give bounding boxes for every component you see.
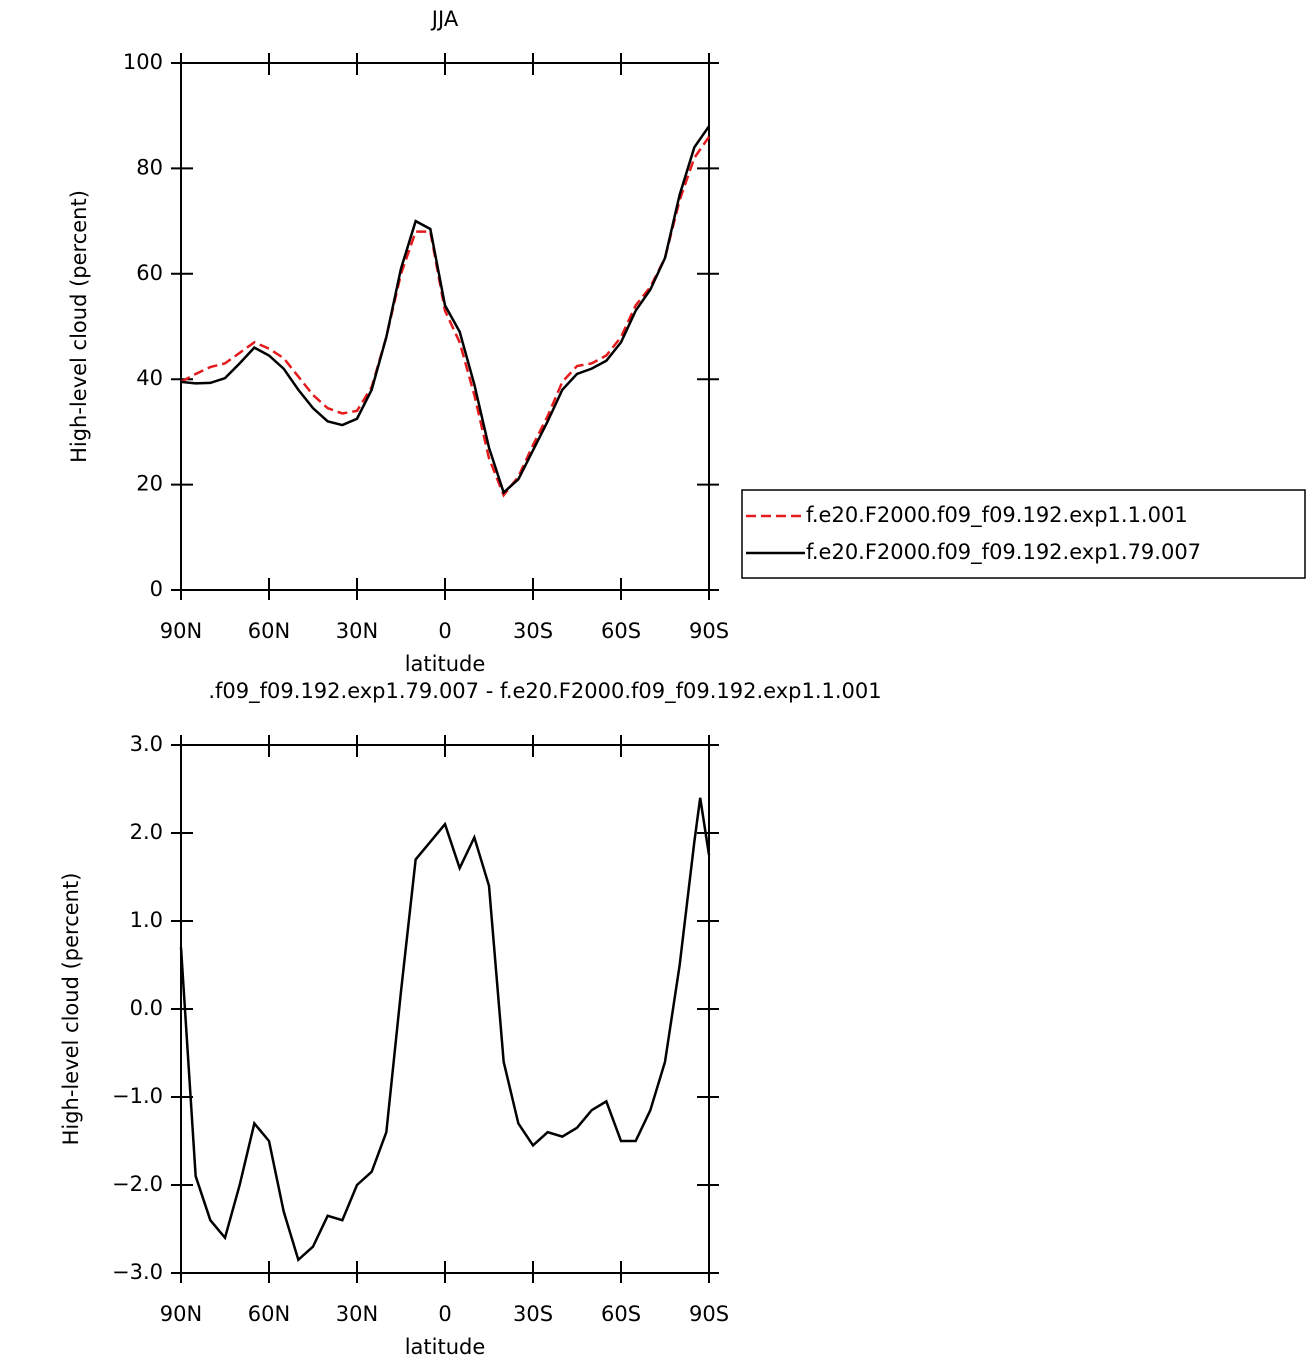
y-tick-label: 20	[136, 472, 163, 496]
legend-label: f.e20.F2000.f09_f09.192.exp1.1.001	[806, 503, 1188, 528]
plot-frame	[180, 744, 710, 1274]
x-tick-label: 60N	[248, 1302, 290, 1326]
x-axis-label: latitude	[405, 652, 486, 676]
y-tick-label: 60	[136, 261, 163, 285]
x-tick-label: 60N	[248, 619, 290, 643]
x-tick-label: 30S	[513, 1302, 553, 1326]
y-tick-label: 0	[150, 577, 163, 601]
x-tick-label: 60S	[601, 619, 641, 643]
x-tick-label: 30N	[336, 619, 378, 643]
x-tick-label: 30N	[336, 1302, 378, 1326]
x-tick-label: 60S	[601, 1302, 641, 1326]
x-tick-label: 90S	[689, 619, 729, 643]
y-tick-label: 0.0	[130, 996, 163, 1020]
y-tick-label: 3.0	[130, 732, 163, 756]
y-tick-label: 40	[136, 366, 163, 390]
x-tick-label: 0	[438, 1302, 451, 1326]
x-tick-label: 90N	[160, 1302, 202, 1326]
chart-title: .f09_f09.192.exp1.79.007 - f.e20.F2000.f…	[208, 679, 881, 704]
y-tick-label: −3.0	[112, 1260, 163, 1284]
y-tick-label: 2.0	[130, 820, 163, 844]
series-line	[179, 797, 711, 1263]
x-tick-label: 90N	[160, 619, 202, 643]
legend-label: f.e20.F2000.f09_f09.192.exp1.79.007	[806, 540, 1201, 565]
x-axis-label: latitude	[405, 1335, 486, 1359]
y-axis-label: High-level cloud (percent)	[67, 190, 91, 463]
series-line	[180, 136, 711, 498]
y-tick-label: −2.0	[112, 1172, 163, 1196]
x-tick-label: 30S	[513, 619, 553, 643]
y-axis-label: High-level cloud (percent)	[59, 873, 83, 1146]
series-line	[180, 125, 711, 495]
y-tick-label: −1.0	[112, 1084, 163, 1108]
chart-title: JJA	[430, 7, 459, 31]
x-tick-label: 90S	[689, 1302, 729, 1326]
x-tick-label: 0	[438, 619, 451, 643]
y-tick-label: 80	[136, 155, 163, 179]
plot-frame	[180, 62, 710, 591]
y-tick-label: 100	[123, 50, 163, 74]
y-tick-label: 1.0	[130, 908, 163, 932]
legend-box	[741, 489, 1306, 579]
